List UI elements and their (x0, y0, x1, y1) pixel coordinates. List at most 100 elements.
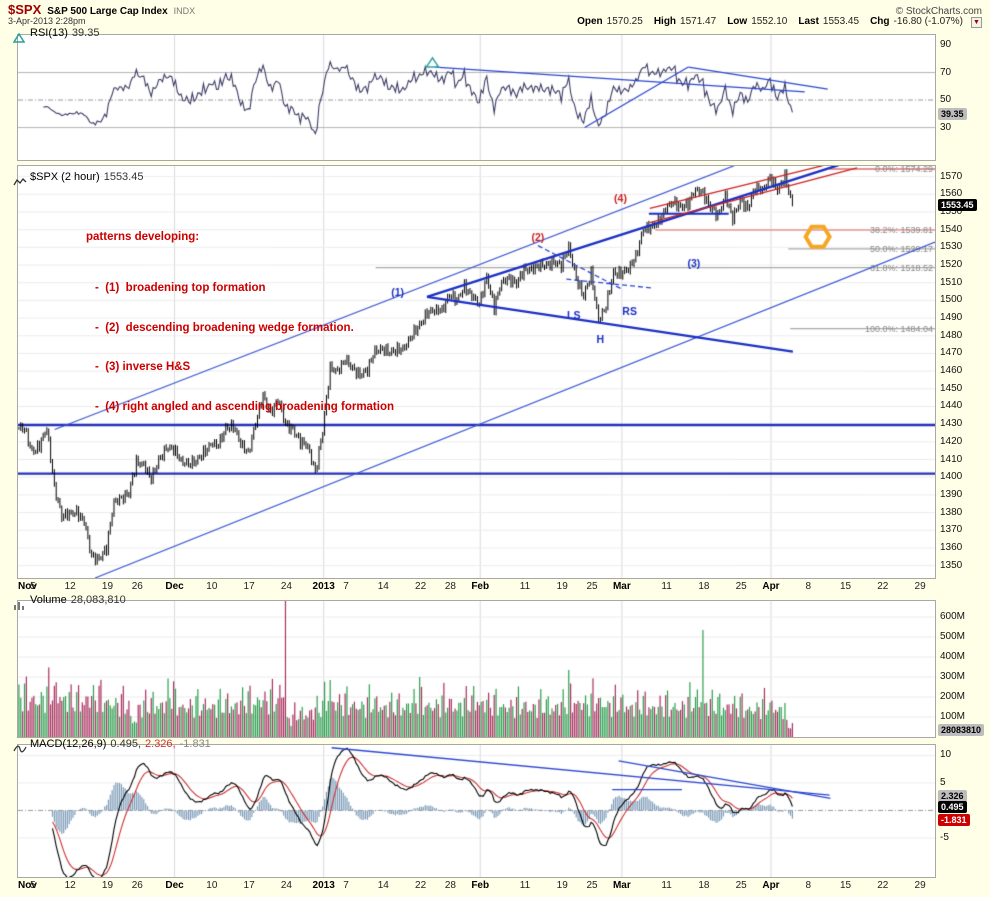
x-axis-label: 15 (839, 880, 852, 891)
x-axis-label: 25 (586, 581, 598, 592)
annotation-title: patterns developing: (86, 231, 200, 243)
x-axis-label: 29 (914, 880, 926, 891)
price-value-badge: 1553.45 (938, 199, 977, 211)
macd-line-badge: 0.495 (938, 801, 967, 813)
annotation-item-4: - (4) right angled and ascending broaden… (95, 400, 395, 413)
low-value: 1552.10 (751, 16, 788, 27)
rsi-icon (12, 30, 26, 48)
price-axis-label: 1420 (940, 435, 963, 447)
x-axis-label: Dec (165, 581, 184, 592)
x-axis-label: Feb (471, 880, 490, 891)
x-axis-label: 14 (377, 581, 389, 592)
x-axis-label: 19 (101, 880, 114, 891)
copyright: © StockCharts.com (895, 6, 982, 17)
annotation-item-3: - (3) inverse H&S (95, 361, 191, 373)
x-axis-label: 11 (519, 880, 531, 891)
x-axis-label: Apr (762, 880, 780, 891)
x-axis-label: 24 (280, 880, 292, 891)
price-panel-canvas (17, 165, 936, 579)
macd-value-signal: 2.326, (145, 738, 176, 750)
price-axis-label: 1500 (940, 294, 963, 306)
x-axis-label: 22 (415, 880, 427, 891)
x-axis-label: 25 (586, 880, 598, 891)
x-axis-label: 17 (243, 581, 255, 592)
macd-axis-label: 10 (940, 749, 952, 761)
price-axis-label: 1480 (940, 329, 963, 341)
price-axis-label: 1560 (940, 188, 963, 200)
rsi-axis-label: 70 (940, 66, 952, 78)
x-axis-label: 10 (206, 581, 218, 592)
x-axis-label: 19 (556, 581, 568, 592)
x-axis-label: 18 (698, 581, 710, 592)
open-label: Open (577, 16, 603, 27)
x-axis-label: 22 (877, 880, 889, 891)
x-axis-label: 17 (243, 880, 255, 891)
last-value: 1553.45 (822, 16, 860, 27)
rsi-axis-label: 50 (940, 94, 952, 106)
price-axis-label: 1430 (940, 418, 963, 430)
macd-signal-badge: 2.326 (938, 790, 967, 802)
x-axis-label: 11 (661, 880, 672, 891)
x-axis-label: 11 (519, 581, 531, 592)
x-axis-label: 29 (914, 581, 926, 592)
x-axis-label: 14 (377, 880, 389, 891)
price-axis-label: 1490 (940, 312, 963, 324)
quote-strip: Open 1570.25 High 1571.47 Low 1552.10 La… (577, 16, 982, 28)
price-axis-label: 1440 (940, 400, 963, 412)
macd-panel-canvas (17, 744, 936, 878)
macd-label: MACD(12,26,9) (30, 738, 107, 750)
price-axis-label: 1470 (940, 347, 963, 359)
header-row-1: $SPX S&P 500 Large Cap Index INDX © Stoc… (8, 2, 982, 17)
high-value: 1571.47 (680, 16, 717, 27)
price-axis-label: 1350 (940, 559, 963, 571)
x-axis-label: 22 (415, 581, 427, 592)
x-axis-label: 24 (280, 581, 292, 592)
price-axis-label: 1520 (940, 259, 963, 271)
price-axis-label: 1530 (940, 241, 963, 253)
open-value: 1570.25 (606, 16, 643, 27)
x-axis-label: 8 (805, 880, 812, 891)
price-axis-label: 1510 (940, 276, 963, 288)
header-dropdown-button[interactable]: ▼ (971, 17, 982, 28)
x-axis-label: Nov (18, 581, 37, 592)
macd-value-line: 0.495, (110, 738, 142, 750)
price-axis-label: 1360 (940, 541, 963, 553)
price-axis-label: 1450 (940, 382, 963, 394)
macd-icon (13, 741, 27, 759)
index-name: S&P 500 Large Cap Index (47, 6, 168, 17)
rsi-label: RSI(13) (30, 27, 68, 39)
macd-panel-label: MACD(12,26,9) 0.495, 2.326, -1.831 (30, 738, 211, 750)
symbol: $SPX (8, 2, 42, 17)
rsi-value: 39.35 (71, 27, 100, 39)
exchange: INDX (173, 6, 196, 16)
rsi-axis-label: 90 (940, 39, 952, 51)
volume-panel-label: Volume 28,083,810 (30, 594, 126, 606)
price-axis-label: 1570 (940, 170, 963, 182)
x-axis-label: 2013 (312, 880, 335, 891)
price-panel-label: $SPX (2 hour) 1553.45 (30, 171, 143, 183)
price-chart-icon (13, 174, 27, 192)
x-axis-label: Nov (18, 880, 37, 891)
volume-panel-canvas (17, 600, 936, 738)
x-axis-label: Mar (612, 581, 631, 592)
x-axis-label: Dec (165, 880, 184, 891)
x-axis-label: 22 (877, 581, 889, 592)
chg-label: Chg (870, 16, 890, 27)
annotation-item-1: - (1) broadening top formation (95, 282, 266, 294)
x-axis-label: 28 (444, 880, 456, 891)
x-axis-label: Apr (762, 581, 780, 592)
price-axis-label: 1400 (940, 471, 963, 483)
x-axis-label: 15 (839, 581, 852, 592)
high-label: High (653, 16, 677, 27)
x-axis-label: 5 (30, 880, 36, 891)
low-label: Low (727, 16, 748, 27)
price-axis-label: 1550 (940, 205, 963, 217)
last-label: Last (798, 16, 819, 27)
x-axis-label: 12 (64, 880, 76, 891)
x-axis-label: 7 (343, 880, 349, 891)
rsi-axis-label: 30 (940, 121, 952, 133)
macd-hist-badge: -1.831 (938, 814, 970, 826)
x-axis-label: 19 (556, 880, 568, 891)
price-axis-label: 1410 (940, 453, 963, 465)
header-row-2: 3-Apr-2013 2:28pm Open 1570.25 High 1571… (8, 16, 982, 28)
